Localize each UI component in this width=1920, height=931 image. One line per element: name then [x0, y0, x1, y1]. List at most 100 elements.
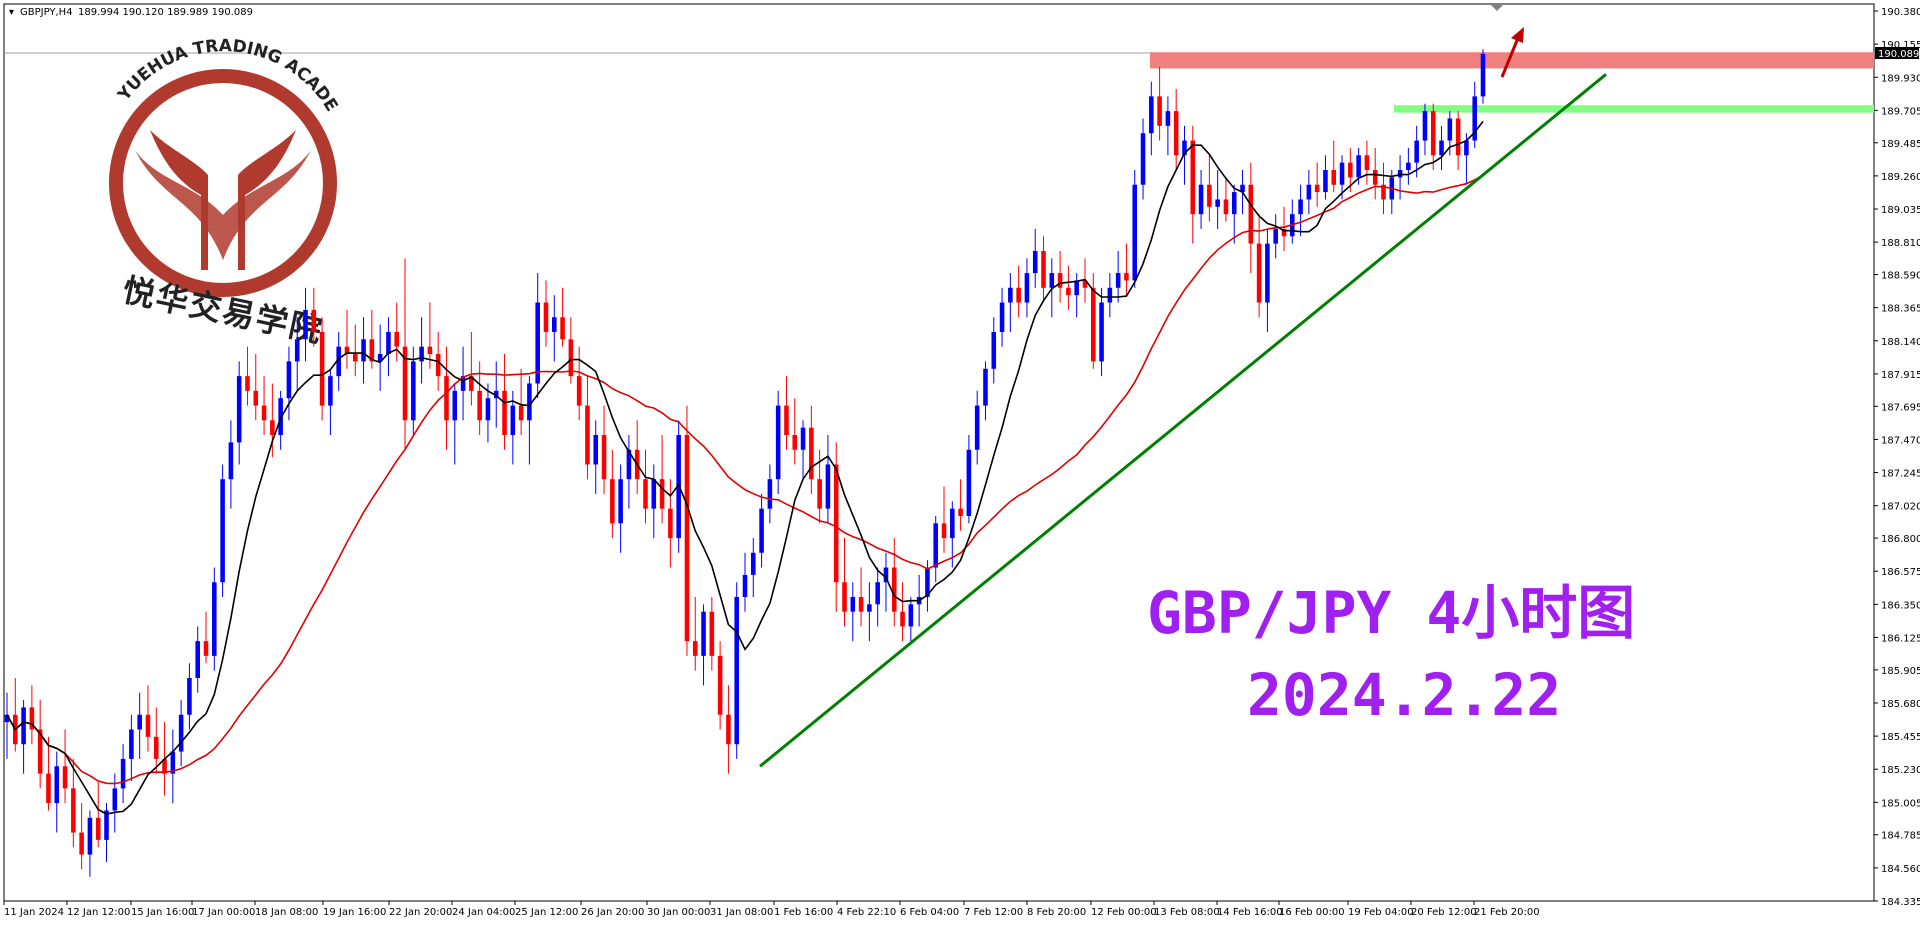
x-tick-label: 19 Feb 04:00 [1348, 907, 1414, 918]
candle-body [1314, 184, 1320, 193]
y-tick-label: 185.905 [1881, 666, 1920, 677]
x-tick-label: 14 Feb 16:00 [1217, 907, 1283, 918]
header-dropdown-icon[interactable]: ▾ [9, 7, 14, 18]
symbol-label: GBPJPY,H4 [20, 7, 73, 18]
candle-body [1348, 162, 1353, 178]
x-tick-label: 7 Feb 12:00 [964, 907, 1023, 918]
x-tick-label: 26 Jan 20:00 [581, 907, 644, 918]
candle-body [104, 810, 109, 840]
candle-body [1024, 273, 1030, 303]
candle-body [1455, 118, 1461, 156]
candle-body [294, 339, 300, 362]
candle-body [386, 331, 391, 355]
candle-body [900, 611, 905, 627]
candle-body [950, 508, 955, 539]
candle-body [352, 354, 358, 362]
candle-body [485, 398, 491, 421]
candles [4, 49, 1486, 877]
candle-body [709, 611, 715, 656]
candle-body [1066, 287, 1071, 296]
candle-body [1397, 170, 1403, 178]
candle-body [62, 766, 68, 789]
y-tick-label: 189.930 [1881, 73, 1920, 84]
candle-body [435, 354, 441, 377]
candle-body [1472, 96, 1477, 141]
candle-body [1215, 199, 1220, 207]
candle-body [858, 596, 864, 612]
candle-body [427, 346, 433, 355]
y-tick-label: 189.035 [1881, 205, 1920, 216]
chart-shift-icon[interactable] [1491, 5, 1503, 11]
y-tick-label: 186.800 [1881, 534, 1920, 545]
candle-body [991, 331, 997, 369]
candle-body [1331, 170, 1337, 185]
candle-body [1430, 111, 1436, 156]
logo-emblem [150, 130, 296, 270]
candle-body [444, 376, 449, 421]
candle-body [1323, 170, 1328, 193]
candle-body [220, 479, 225, 583]
candle-body [493, 390, 499, 399]
candle-body [809, 427, 814, 480]
candle-body [767, 479, 773, 509]
y-tick-label: 189.485 [1881, 139, 1920, 150]
candle-body [933, 523, 938, 568]
candle-body [842, 582, 847, 612]
y-tick-label: 188.365 [1881, 304, 1920, 315]
candle-body [651, 479, 657, 509]
y-tick-label: 186.350 [1881, 600, 1920, 611]
logo-ring [109, 69, 337, 297]
candle-body [79, 832, 84, 855]
support-zone [1394, 105, 1874, 113]
candle-body [419, 346, 424, 362]
candle-body [1115, 273, 1121, 288]
candle-body [319, 331, 325, 406]
candle-body [1422, 111, 1428, 141]
y-tick-label: 187.695 [1881, 402, 1920, 413]
candle-body [875, 582, 880, 605]
candle-body [568, 339, 574, 377]
candle-body [286, 361, 292, 399]
candle-body [1182, 140, 1187, 156]
candle-body [4, 714, 10, 723]
date-overlay: 2024.2.22 [1247, 661, 1561, 729]
candle-body [692, 641, 698, 656]
candle-body [460, 376, 466, 391]
candle-body [187, 677, 192, 715]
candle-body [1041, 250, 1046, 288]
candle-body [278, 398, 283, 436]
candle-body [1057, 273, 1063, 288]
y-tick-label: 187.470 [1881, 435, 1920, 446]
candle-body [1306, 184, 1312, 200]
y-tick-label: 187.915 [1881, 370, 1920, 381]
y-tick-label: 188.810 [1881, 238, 1920, 249]
y-tick-label: 185.455 [1881, 732, 1920, 743]
candle-body [1439, 140, 1444, 156]
candle-body [54, 766, 60, 804]
candle-body [120, 758, 126, 789]
candle-body [883, 567, 889, 583]
candle-body [825, 464, 831, 509]
x-tick-label: 24 Jan 04:00 [452, 907, 515, 918]
y-tick-label: 189.705 [1881, 106, 1920, 117]
y-tick-label: 185.005 [1881, 798, 1920, 809]
candle-body [1381, 184, 1386, 200]
candle-body [37, 729, 43, 774]
candle-body [477, 390, 482, 421]
x-tick-label: 18 Jan 08:00 [255, 907, 318, 918]
candle-body [983, 368, 988, 406]
x-tick-label: 12 Feb 00:00 [1091, 907, 1157, 918]
candle-body [1464, 140, 1469, 156]
candle-body [560, 317, 565, 340]
x-tick-label: 16 Feb 00:00 [1279, 907, 1345, 918]
candle-body [593, 435, 599, 465]
candle-body [742, 574, 748, 597]
candle-body [245, 376, 250, 391]
candle-body [601, 435, 607, 480]
candle-body [1074, 280, 1079, 296]
x-tick-label: 30 Jan 00:00 [647, 907, 710, 918]
candle-body [253, 390, 259, 406]
